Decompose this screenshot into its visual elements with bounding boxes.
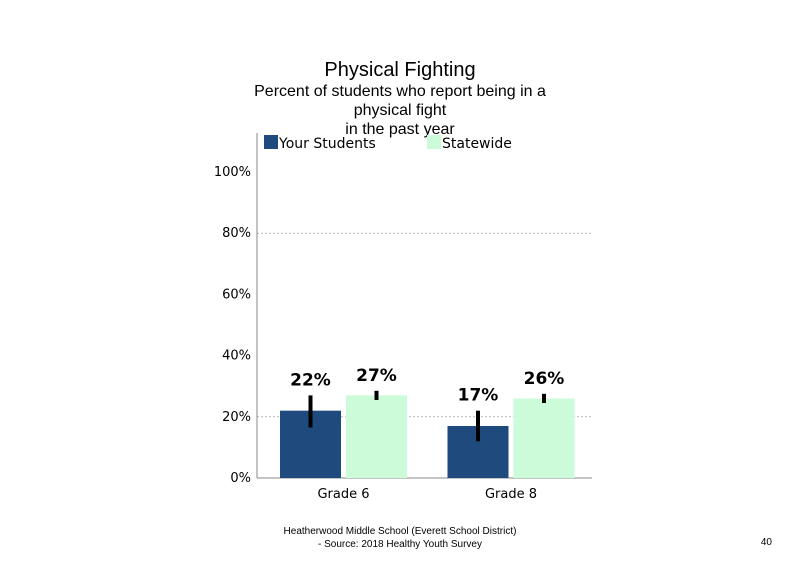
page-number: 40: [760, 537, 772, 548]
chart-subtitle-line-1: Percent of students who report being in …: [254, 83, 546, 119]
legend-swatch: [264, 135, 278, 149]
y-tick-label: 0%: [230, 471, 251, 486]
x-tick-label: Grade 6: [317, 487, 369, 502]
data-label: 27%: [356, 366, 397, 386]
footer-source: Heatherwood Middle School (Everett Schoo…: [200, 525, 600, 551]
legend-label: Your Students: [278, 136, 376, 152]
y-tick-label: 60%: [222, 287, 251, 302]
legend-label: Statewide: [442, 136, 512, 152]
x-tick-label: Grade 8: [485, 487, 537, 502]
bar: [346, 395, 407, 478]
chart-subtitle-line-2: in the past year: [345, 121, 455, 138]
footer-source-note: - Source: 2018 Healthy Youth Survey: [318, 539, 482, 550]
y-tick-label: 20%: [222, 410, 251, 425]
data-label: 17%: [458, 386, 499, 406]
chart-subtitle: Percent of students who report being in …: [250, 82, 550, 139]
data-label: 22%: [290, 370, 331, 390]
y-tick-label: 40%: [222, 349, 251, 364]
y-tick-label: 100%: [214, 165, 251, 180]
chart-title: Physical Fighting: [324, 59, 476, 81]
footer-school: Heatherwood Middle School (Everett Schoo…: [283, 526, 517, 537]
y-tick-label: 80%: [222, 226, 251, 241]
legend-swatch: [427, 135, 441, 149]
bar: [513, 398, 575, 478]
data-label: 26%: [524, 369, 565, 389]
